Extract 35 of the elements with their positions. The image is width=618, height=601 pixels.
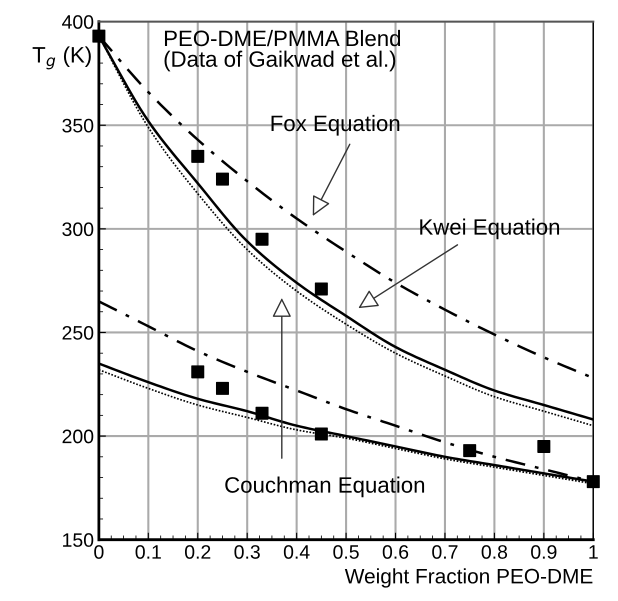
y-tick-label: 400 <box>62 15 94 29</box>
x-tick-label: 0.3 <box>234 545 260 559</box>
y-tick-label: 150 <box>63 533 94 547</box>
annotation: Kwei Equation <box>420 218 560 240</box>
y-tick-label: 350 <box>62 118 94 132</box>
annotation: PEO-DME/PMMA Blend (Data of Gaikwad et al.) <box>164 30 400 72</box>
x-tick-label: 0.8 <box>482 545 508 559</box>
point <box>586 475 600 488</box>
point <box>216 172 229 186</box>
y-tick-label: 200 <box>62 430 94 444</box>
point <box>256 232 269 246</box>
x-tick-label: 0.9 <box>531 545 556 559</box>
y-tick-label: 250 <box>62 326 94 340</box>
y-axis-title: T$_{g}$ (K) <box>32 46 91 70</box>
x-tick-label: 0 <box>94 545 104 559</box>
point <box>314 428 328 441</box>
x-tick-label: 1 <box>589 545 598 559</box>
x-axis-title: Weight Fraction PEO-DME <box>344 568 592 588</box>
point <box>191 365 204 378</box>
point <box>314 282 328 296</box>
point <box>216 382 229 395</box>
point <box>92 30 106 43</box>
annotation: Fox Equation <box>272 114 400 136</box>
point <box>256 406 269 420</box>
x-tick-label: 0.4 <box>284 545 310 559</box>
y-tick-label: 300 <box>62 222 94 236</box>
x-tick-label: 0.7 <box>432 545 458 559</box>
x-tick-label: 0.5 <box>333 545 359 559</box>
x-tick-label: 0.6 <box>382 545 408 559</box>
annotation: Couchman Equation <box>225 476 424 498</box>
point <box>191 150 204 163</box>
x-tick-label: 0.2 <box>185 545 210 559</box>
point <box>463 444 476 458</box>
x-tick-label: 0.1 <box>136 545 161 559</box>
point <box>537 440 550 453</box>
